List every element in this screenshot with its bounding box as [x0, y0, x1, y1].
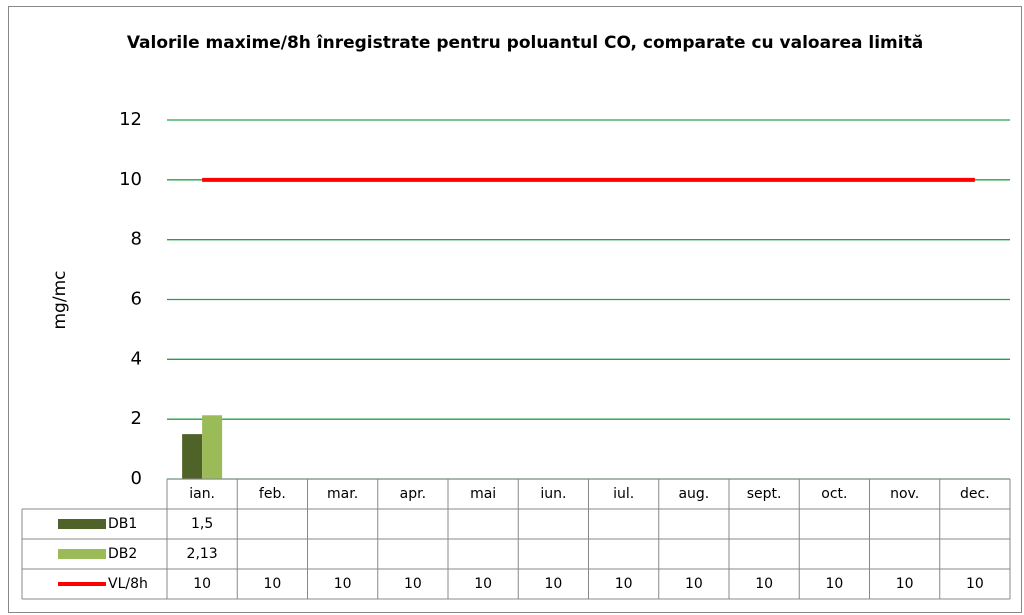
bar [182, 434, 203, 479]
chart-border [8, 6, 1022, 613]
table-value: 10 [755, 576, 773, 592]
table-value: 10 [615, 576, 633, 592]
y-tick-label: 2 [131, 408, 142, 429]
table-value: 10 [825, 576, 843, 592]
table-value: 10 [685, 576, 703, 592]
x-tick-label: oct. [821, 486, 847, 502]
legend-label: DB2 [108, 546, 137, 562]
y-tick-label: 10 [119, 169, 142, 190]
x-tick-label: feb. [259, 486, 286, 502]
x-tick-label: mai [470, 486, 496, 502]
x-tick-label: apr. [400, 486, 426, 502]
table-value: 10 [193, 576, 211, 592]
y-tick-label: 4 [131, 348, 142, 369]
x-tick-label: iun. [540, 486, 566, 502]
table-value: 10 [263, 576, 281, 592]
y-tick-label: 12 [119, 109, 142, 130]
x-tick-label: ian. [189, 486, 215, 502]
legend-label: VL/8h [108, 576, 148, 592]
legend-swatch [58, 549, 106, 559]
x-tick-label: mar. [327, 486, 358, 502]
table-value: 10 [896, 576, 914, 592]
table-value: 10 [474, 576, 492, 592]
table-value: 10 [334, 576, 352, 592]
y-tick-label: 6 [131, 289, 142, 310]
x-tick-label: dec. [960, 486, 990, 502]
table-value: 2,13 [187, 546, 218, 562]
table-value: 1,5 [191, 516, 213, 532]
table-value: 10 [966, 576, 984, 592]
x-tick-label: nov. [890, 486, 919, 502]
y-tick-label: 0 [131, 468, 142, 489]
x-tick-label: sept. [747, 486, 782, 502]
x-tick-label: aug. [678, 486, 709, 502]
table-value: 10 [544, 576, 562, 592]
legend-swatch [58, 519, 106, 529]
legend-label: DB1 [108, 516, 137, 532]
x-tick-label: iul. [613, 486, 634, 502]
table-value: 10 [404, 576, 422, 592]
y-axis-label: mg/mc [50, 271, 70, 330]
y-tick-label: 8 [131, 229, 142, 250]
chart-title: Valorile maxime/8h înregistrate pentru p… [126, 33, 924, 53]
bar [202, 415, 223, 479]
